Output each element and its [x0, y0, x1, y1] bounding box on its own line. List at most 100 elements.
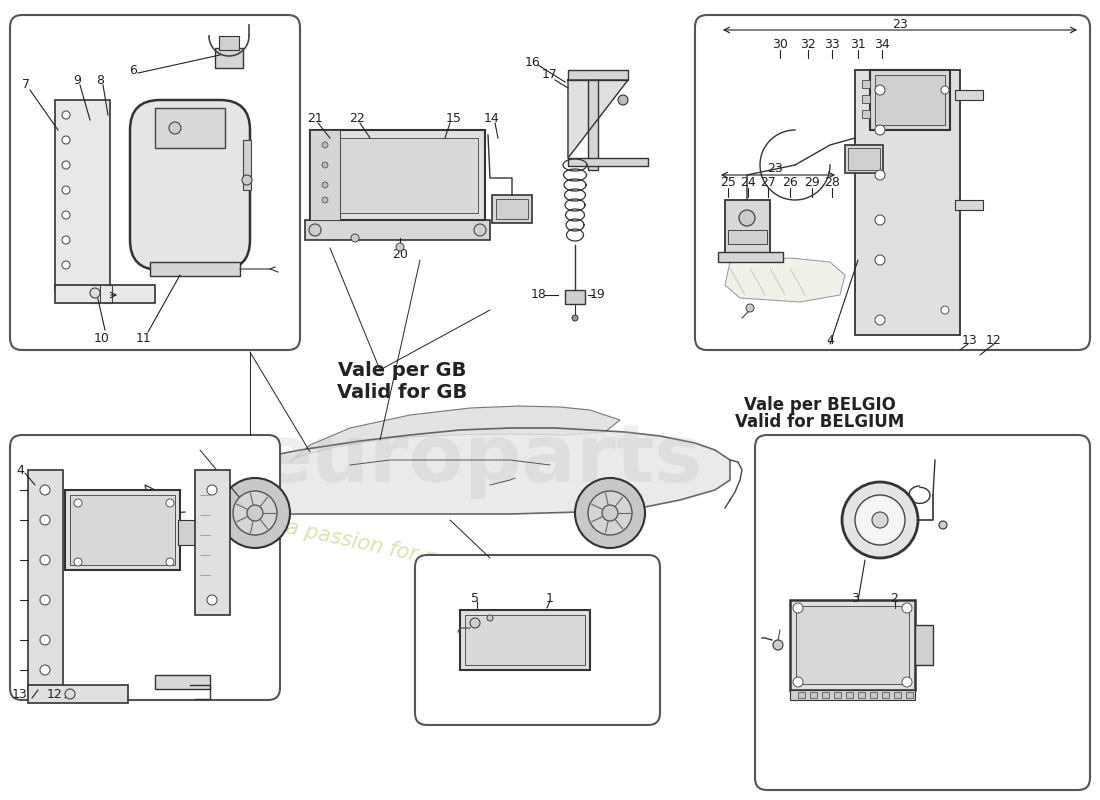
Text: 21: 21 [307, 111, 323, 125]
Bar [955, 90, 983, 100]
Bar [155, 675, 210, 689]
Bar [65, 490, 180, 570]
Bar [55, 100, 110, 290]
Circle shape [842, 482, 918, 558]
Text: a passion for parts since 1946: a passion for parts since 1946 [284, 518, 596, 602]
Circle shape [62, 186, 70, 194]
Bar [790, 690, 915, 700]
Text: 7: 7 [22, 78, 30, 91]
Bar [70, 495, 175, 565]
Circle shape [322, 142, 328, 148]
Bar [810, 692, 817, 698]
Circle shape [62, 136, 70, 144]
Bar [855, 70, 960, 335]
Bar [796, 606, 909, 684]
Text: 8: 8 [96, 74, 104, 86]
Circle shape [62, 236, 70, 244]
Circle shape [602, 505, 618, 521]
Bar [822, 692, 829, 698]
Circle shape [40, 665, 49, 675]
Circle shape [572, 315, 578, 321]
Text: 20: 20 [392, 249, 408, 262]
Circle shape [220, 478, 290, 548]
Text: 13: 13 [962, 334, 978, 346]
Circle shape [855, 495, 905, 545]
Circle shape [74, 558, 82, 566]
Bar [882, 692, 889, 698]
Circle shape [940, 306, 949, 314]
Bar [310, 130, 485, 220]
Text: 32: 32 [800, 38, 816, 51]
Text: 17: 17 [542, 69, 558, 82]
Circle shape [902, 603, 912, 613]
Text: Vale per GB: Vale per GB [338, 361, 466, 379]
Bar [460, 610, 590, 670]
Text: europarts: europarts [257, 421, 703, 499]
Circle shape [322, 162, 328, 168]
Bar [858, 692, 865, 698]
Bar [28, 470, 63, 690]
Circle shape [351, 234, 359, 242]
Text: 11: 11 [136, 331, 152, 345]
Bar [915, 625, 933, 665]
Polygon shape [290, 406, 620, 462]
Text: 12: 12 [986, 334, 1002, 346]
Text: 3: 3 [851, 591, 859, 605]
Bar [219, 36, 239, 50]
Circle shape [40, 595, 49, 605]
Bar [496, 199, 528, 219]
Bar [862, 80, 870, 88]
Bar [568, 70, 628, 80]
Circle shape [793, 603, 803, 613]
Text: 12: 12 [47, 689, 63, 702]
Text: 23: 23 [767, 162, 783, 174]
Text: 18: 18 [531, 289, 547, 302]
Bar [790, 600, 915, 690]
Text: 4: 4 [826, 334, 834, 346]
Circle shape [874, 170, 886, 180]
Text: 22: 22 [349, 111, 365, 125]
Circle shape [207, 595, 217, 605]
Circle shape [872, 512, 888, 528]
Bar [588, 80, 598, 170]
Text: 25: 25 [720, 177, 736, 190]
Bar [848, 148, 880, 170]
FancyBboxPatch shape [130, 100, 250, 270]
Circle shape [40, 485, 49, 495]
Bar [465, 615, 585, 665]
Circle shape [874, 215, 886, 225]
FancyBboxPatch shape [695, 15, 1090, 350]
Circle shape [207, 485, 217, 495]
Circle shape [746, 304, 754, 312]
Circle shape [166, 499, 174, 507]
Text: 30: 30 [772, 38, 788, 51]
Text: 13: 13 [12, 689, 28, 702]
Circle shape [874, 255, 886, 265]
Circle shape [40, 515, 49, 525]
Circle shape [62, 111, 70, 119]
Text: 27: 27 [760, 177, 775, 190]
Bar [492, 195, 532, 223]
Bar [718, 252, 783, 262]
Circle shape [487, 615, 493, 621]
Bar [178, 520, 196, 545]
Circle shape [242, 175, 252, 185]
Circle shape [940, 86, 949, 94]
Circle shape [169, 122, 182, 134]
Text: 26: 26 [782, 177, 797, 190]
Bar [318, 138, 478, 213]
Text: 10: 10 [95, 331, 110, 345]
Bar [846, 692, 852, 698]
FancyBboxPatch shape [415, 555, 660, 725]
Bar [845, 145, 883, 173]
Text: 34: 34 [874, 38, 890, 51]
Circle shape [40, 555, 49, 565]
Bar [870, 70, 950, 130]
Bar [955, 200, 983, 210]
Circle shape [939, 521, 947, 529]
Text: 19: 19 [590, 289, 606, 302]
Bar [155, 108, 226, 148]
Polygon shape [725, 258, 845, 302]
Text: 2: 2 [890, 591, 898, 605]
FancyBboxPatch shape [10, 435, 280, 700]
